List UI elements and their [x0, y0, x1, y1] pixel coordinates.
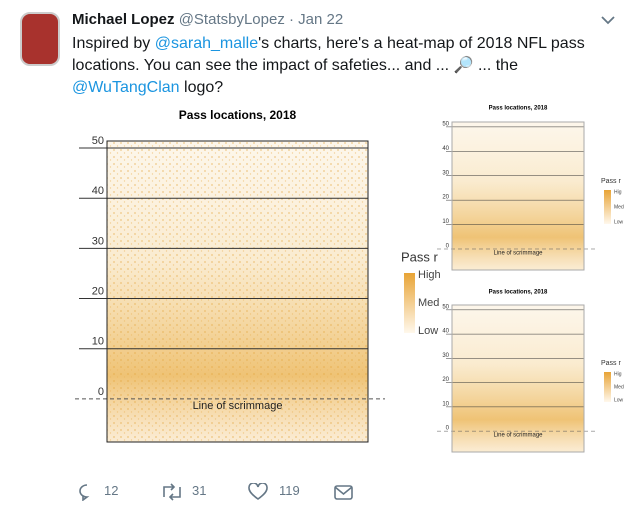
text: Inspired by: [72, 35, 155, 52]
y-tick-label: 30: [92, 235, 104, 247]
emoji: 🔎: [453, 57, 474, 74]
reply-count: 12: [104, 483, 119, 498]
chart-title: Pass locations, 2018: [179, 108, 297, 122]
plot-frame: [451, 304, 585, 453]
legend-label: Low: [614, 397, 624, 403]
density-shading: [452, 122, 584, 270]
legend-label: Med: [614, 384, 624, 390]
y-tick-label: 10: [442, 401, 449, 407]
y-tick-label: 40: [442, 329, 449, 335]
y-tick-label: 10: [442, 219, 449, 225]
legend-label: Hig: [614, 371, 622, 377]
plot-frame: [451, 121, 585, 271]
charts: Pass locations, 2018 0 10 20 30 40 50 Line of s…: [75, 106, 624, 453]
point-texture: [107, 141, 368, 442]
legend-label: High: [418, 269, 441, 281]
y-tick-label: 40: [92, 185, 104, 197]
y-tick-label: 50: [92, 135, 104, 147]
legend-label: Hig: [614, 189, 622, 195]
legend-label: Low: [418, 325, 438, 337]
mention[interactable]: @WuTangClan: [72, 79, 180, 96]
legend-gradient: [404, 273, 415, 333]
like-count: 119: [279, 483, 300, 498]
annotation: Line of scrimmage: [493, 433, 543, 439]
retweet-count: 31: [192, 483, 207, 498]
plot-frame: [106, 140, 369, 443]
date[interactable]: · Jan 22: [289, 11, 344, 28]
menu-caret[interactable]: [600, 14, 616, 26]
message-icon[interactable]: [334, 485, 354, 501]
y-tick-label: 0: [446, 426, 450, 432]
annotation: Line of scrimmage: [493, 251, 543, 257]
tweet-text: Inspired by @sarah_malle's charts, here'…: [72, 33, 592, 99]
mention[interactable]: @sarah_malle: [154, 35, 259, 52]
y-tick-label: 20: [92, 285, 104, 297]
handle[interactable]: @StatsbyLopez: [178, 11, 285, 28]
y-tick-label: 20: [442, 377, 449, 383]
legend-title: Pass r: [401, 249, 439, 264]
density-shading: [452, 305, 584, 452]
y-tick-label: 0: [446, 244, 450, 250]
y-tick-label: 30: [442, 170, 449, 176]
legend-gradient: [604, 372, 611, 402]
legend-title: Pass r: [601, 178, 622, 185]
text: ... the: [473, 57, 518, 74]
annotation: Line of scrimmage: [193, 400, 283, 412]
y-tick-label: 20: [442, 195, 449, 201]
avatar[interactable]: [20, 12, 60, 66]
y-tick-label: 40: [442, 146, 449, 152]
y-tick-label: 10: [92, 336, 104, 348]
text: 's charts, here's a heat-map of 2018 NFL…: [72, 35, 585, 74]
y-tick-label: 30: [442, 353, 449, 359]
legend-label: Low: [614, 219, 624, 225]
chart-title: Pass locations, 2018: [489, 290, 548, 296]
y-tick-label: 50: [442, 304, 449, 310]
y-tick-label: 0: [98, 386, 104, 398]
like-icon[interactable]: [248, 483, 268, 501]
text: logo?: [179, 79, 224, 96]
y-tick-label: 50: [442, 121, 449, 127]
reply-icon[interactable]: [78, 483, 96, 501]
author[interactable]: Michael Lopez: [72, 11, 175, 28]
legend-title: Pass r: [601, 360, 622, 367]
tweet-header: Michael Lopez @StatsbyLopez · Jan 22: [72, 11, 343, 28]
legend-gradient: [604, 190, 611, 224]
chart-title: Pass locations, 2018: [489, 106, 548, 112]
legend-label: Med: [614, 204, 624, 210]
legend-label: Med: [418, 297, 439, 309]
retweet-icon[interactable]: [160, 483, 184, 501]
